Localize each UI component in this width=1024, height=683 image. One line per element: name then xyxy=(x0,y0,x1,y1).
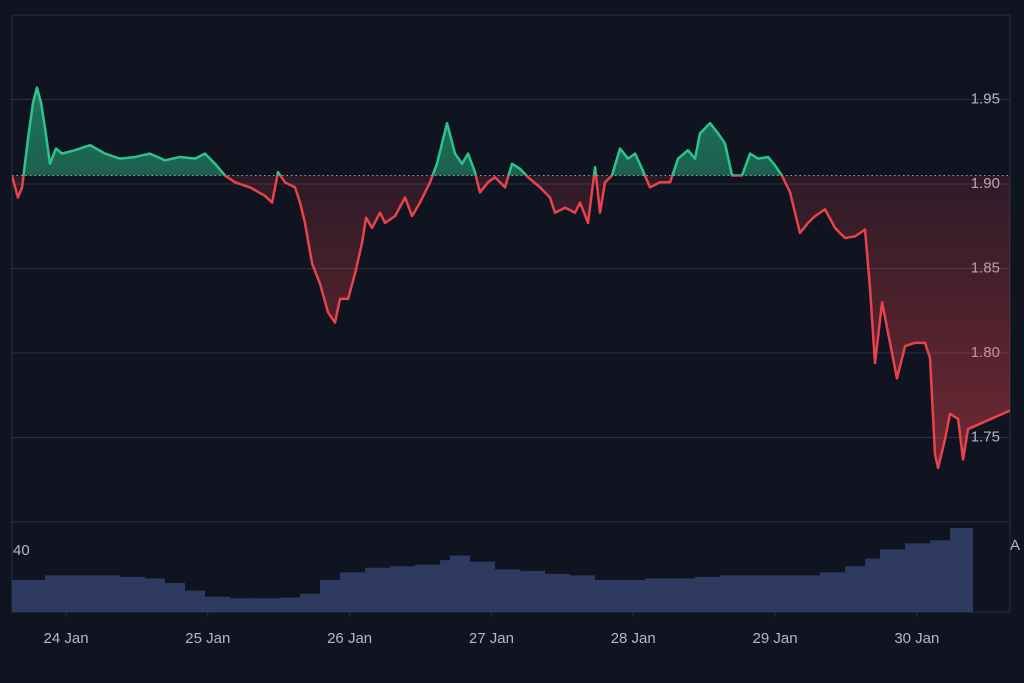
volume-bar xyxy=(204,596,231,612)
volume-bar xyxy=(569,575,596,612)
volume-bar xyxy=(255,598,281,612)
y-tick-label: 1.75 xyxy=(971,428,1000,445)
x-tick-label: 25 Jan xyxy=(185,630,230,647)
x-tick-label: 27 Jan xyxy=(469,630,514,647)
area-up xyxy=(12,87,1010,176)
volume-bar xyxy=(45,575,70,612)
volume-bar xyxy=(670,578,696,612)
volume-bar xyxy=(415,564,441,612)
area-down xyxy=(12,175,1010,468)
volume-bar xyxy=(280,597,300,612)
volume-bar xyxy=(69,575,96,612)
volume-bar xyxy=(905,543,931,612)
volume-bar xyxy=(299,593,320,612)
volume-bar xyxy=(365,567,391,612)
price-line-up xyxy=(12,86,784,176)
volume-bar xyxy=(795,575,820,612)
x-tick-label: 29 Jan xyxy=(753,630,798,647)
volume-bar xyxy=(865,558,881,612)
volume-bar xyxy=(880,549,906,612)
volume-bar xyxy=(145,578,166,612)
volume-bar xyxy=(970,528,973,612)
x-tick-label: 26 Jan xyxy=(327,630,372,647)
volume-bar xyxy=(595,579,621,612)
volume-bar xyxy=(184,590,205,612)
x-tick-label: 30 Jan xyxy=(894,630,939,647)
volume-bar xyxy=(95,575,121,612)
volume-bar xyxy=(450,555,471,612)
volume-bar xyxy=(120,576,146,612)
volume-bar xyxy=(744,575,771,612)
volume-bar xyxy=(770,575,796,612)
volume-bar xyxy=(165,583,185,612)
volume-bar xyxy=(319,579,340,612)
volume-bar xyxy=(230,598,256,612)
volume-bar xyxy=(545,573,570,612)
volume-bar xyxy=(645,578,671,612)
volume-bar xyxy=(930,540,951,612)
volume-bar xyxy=(695,576,721,612)
x-tick-label: 28 Jan xyxy=(611,630,656,647)
volume-bar xyxy=(720,575,745,612)
volume-bar xyxy=(470,561,495,612)
x-tick-label: 24 Jan xyxy=(44,630,89,647)
volume-bar xyxy=(339,572,366,612)
volume-bar xyxy=(12,579,46,612)
volume-bar xyxy=(390,566,416,612)
volume-bar xyxy=(950,528,971,612)
volume-bar xyxy=(440,560,451,612)
price-line-down xyxy=(12,175,1010,470)
volume-tick-label: 40 xyxy=(13,542,30,559)
volume-bar xyxy=(819,572,846,612)
volume-side-label: A xyxy=(1010,537,1020,554)
volume-bar xyxy=(494,569,521,612)
y-tick-label: 1.95 xyxy=(971,90,1000,107)
volume-bar xyxy=(520,570,546,612)
volume-bar xyxy=(620,579,646,612)
volume-bar xyxy=(845,566,866,612)
